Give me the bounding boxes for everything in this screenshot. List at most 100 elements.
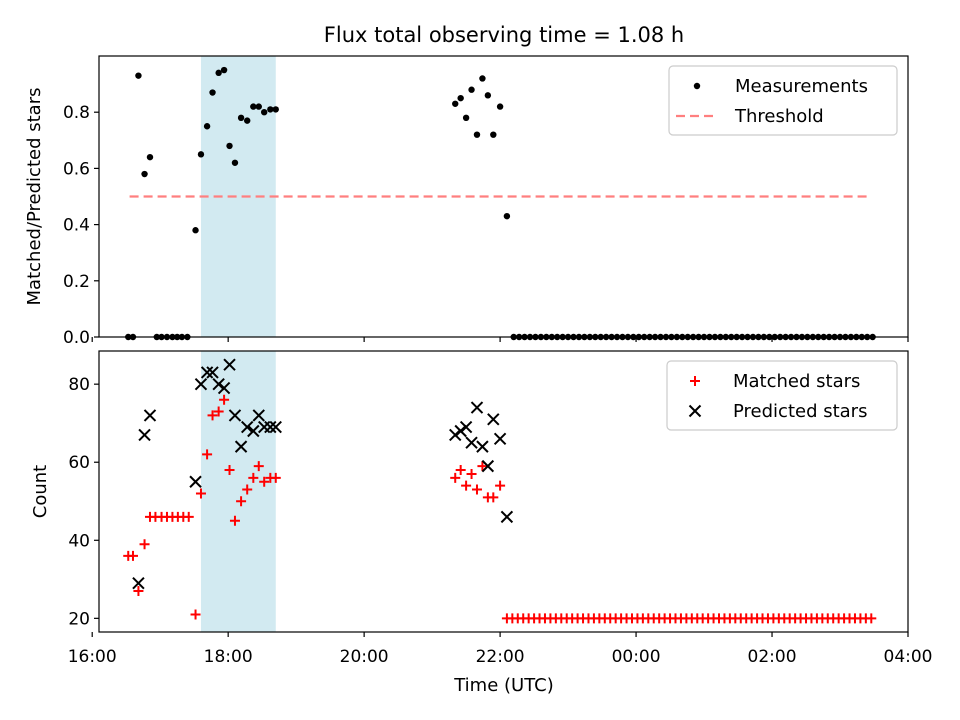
data-point: [248, 472, 259, 483]
data-point: [500, 510, 514, 524]
data-point: [473, 131, 481, 138]
data-point: [132, 577, 145, 590]
y-tick-label: 0.0: [63, 328, 90, 348]
data-point: [487, 413, 500, 426]
axes-frame: [98, 350, 909, 633]
data-point: [449, 428, 462, 442]
data-point: [252, 409, 265, 422]
data-point: [259, 476, 270, 487]
data-point: [236, 496, 247, 507]
data-point: [139, 539, 150, 550]
data-point: [228, 409, 242, 422]
axes-frame: [98, 55, 909, 338]
data-point: [244, 117, 251, 124]
data-point: [212, 377, 225, 391]
x-tick-label: 00:00: [612, 647, 661, 667]
bottom-panel: 20 40 60 80 16:00 18:00 20:00 22:00 00:00 02:00 04…: [30, 350, 933, 667]
data-point: [264, 420, 277, 434]
data-point: [484, 92, 492, 99]
data-point: [192, 227, 199, 234]
legend: Matched stars Predicted stars: [666, 360, 898, 431]
data-point: [219, 394, 230, 405]
data-point: [195, 488, 206, 499]
x-axis-label: Time (UTC): [453, 675, 554, 696]
legend-x-marker: [688, 404, 702, 418]
data-point: [207, 410, 218, 421]
data-point: [223, 358, 236, 371]
series-matched-stars: [123, 394, 877, 624]
data-point: [133, 586, 144, 597]
chart-title: Flux total observing time = 1.08 h: [324, 23, 684, 47]
data-point: [253, 461, 264, 472]
data-point: [240, 420, 254, 434]
data-point: [455, 465, 466, 476]
legend-label: Measurements: [735, 76, 868, 97]
legend-label: Predicted stars: [733, 401, 867, 422]
data-point: [197, 151, 205, 158]
data-point: [127, 550, 138, 561]
data-point: [270, 472, 281, 483]
observing-span: [200, 351, 276, 632]
data-point: [215, 69, 222, 77]
y-tick-label: 20: [68, 609, 90, 629]
legend-plus-marker: [690, 376, 700, 386]
data-point: [269, 420, 282, 434]
y-tick-label: 40: [68, 531, 90, 551]
data-point: [217, 381, 231, 395]
data-point: [471, 484, 482, 495]
legend-box: [668, 65, 898, 136]
legend-label: Threshold: [734, 106, 824, 127]
data-point: [255, 103, 262, 110]
data-point: [189, 475, 202, 488]
data-point: [457, 94, 464, 102]
data-point: [194, 377, 208, 391]
x-tick-label: 02:00: [748, 647, 797, 667]
y-axis-label: Matched/Predicted stars: [24, 88, 45, 306]
data-point: [146, 153, 154, 161]
data-point: [200, 366, 214, 379]
x-tick-label: 18:00: [204, 647, 253, 667]
data-point: [479, 75, 486, 82]
top-panel: 0.0 0.2 0.4 0.6 0.8 Matched/Predicted stars Me…: [24, 55, 909, 348]
data-point: [452, 100, 459, 107]
data-point: [450, 472, 461, 483]
y-axis-label: Count: [30, 465, 51, 518]
y-tick-label: 80: [68, 375, 90, 395]
data-point: [461, 480, 472, 491]
data-point: [462, 114, 470, 122]
data-point: [459, 420, 473, 434]
legend: Measurements Threshold: [668, 65, 898, 136]
data-point: [247, 424, 260, 438]
data-point: [143, 409, 157, 422]
data-point: [476, 440, 489, 453]
data-point: [468, 86, 475, 93]
x-tick-label: 04:00: [884, 647, 933, 667]
data-point: [488, 492, 499, 503]
data-point: [213, 406, 224, 417]
data-point: [229, 515, 240, 526]
data-point: [454, 424, 467, 438]
data-point: [237, 114, 245, 122]
x-tick-label: 22:00: [476, 647, 525, 667]
data-point: [470, 401, 484, 414]
data-point: [466, 468, 477, 479]
data-point: [209, 89, 216, 96]
data-point: [135, 72, 142, 79]
legend-label: Matched stars: [733, 371, 860, 392]
data-point: [226, 142, 233, 150]
data-point: [272, 106, 279, 113]
data-point: [490, 131, 497, 138]
data-point: [465, 436, 478, 449]
y-tick-label: 0.6: [63, 159, 90, 179]
data-point: [141, 170, 148, 178]
data-point: [242, 484, 253, 495]
data-point: [203, 123, 211, 130]
y-tick-label: 0.8: [63, 103, 90, 123]
y-tick-label: 0.4: [63, 216, 90, 236]
data-point: [183, 511, 194, 522]
data-point: [202, 449, 213, 460]
data-point: [220, 66, 228, 74]
data-point: [866, 613, 877, 624]
data-point: [231, 159, 239, 166]
data-point: [493, 432, 507, 446]
